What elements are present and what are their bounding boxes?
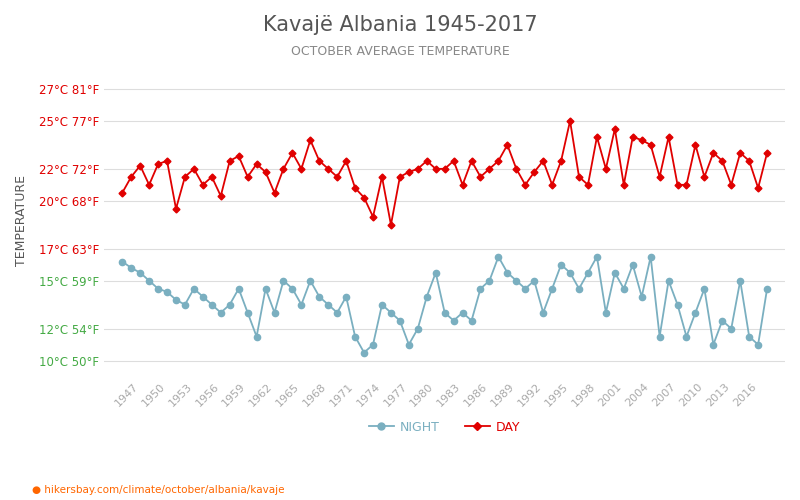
Text: Kavajë Albania 1945-2017: Kavajë Albania 1945-2017 — [262, 15, 538, 35]
Text: ● hikersbay.com/climate/october/albania/kavaje: ● hikersbay.com/climate/october/albania/… — [32, 485, 285, 495]
Legend: NIGHT, DAY: NIGHT, DAY — [364, 416, 526, 439]
Text: OCTOBER AVERAGE TEMPERATURE: OCTOBER AVERAGE TEMPERATURE — [290, 45, 510, 58]
Y-axis label: TEMPERATURE: TEMPERATURE — [15, 176, 28, 266]
